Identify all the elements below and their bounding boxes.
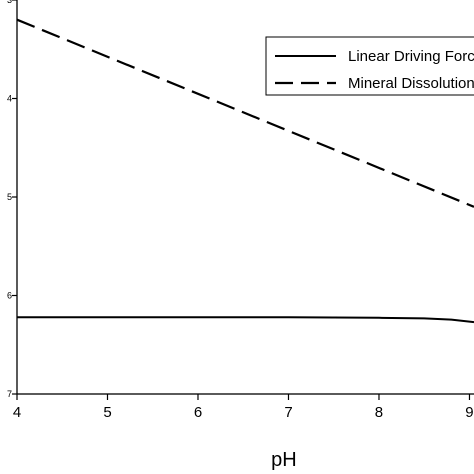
- series-line-1: [17, 316, 474, 324]
- y-tick-label: 7: [7, 389, 12, 399]
- y-tick-labels: 3 4 5 6 7: [7, 0, 17, 399]
- y-tick-label: 4: [7, 94, 12, 104]
- x-axis: 4 5 6 7 8 9: [13, 394, 474, 421]
- legend-label: Linear Driving Force: [348, 48, 474, 65]
- y-tick-label: 5: [7, 192, 12, 202]
- x-tick-label: 5: [103, 404, 111, 421]
- legend-label: Mineral Dissolution: [348, 75, 474, 92]
- plot-area-frame: [16, 0, 474, 395]
- series-layer: [16, 18, 474, 324]
- x-tick-label: 6: [194, 404, 202, 421]
- x-tick-label: 8: [375, 404, 383, 421]
- x-tick-label: 7: [284, 404, 292, 421]
- y-tick-label: 6: [7, 291, 12, 301]
- series-line-2: [16, 18, 474, 208]
- x-tick-label: 9: [465, 404, 473, 421]
- legend-box: [265, 36, 474, 96]
- legend: Linear Driving Force Mineral Dissolution: [265, 36, 474, 96]
- y-tick-label: 3: [7, 0, 12, 5]
- x-axis-title: pH: [271, 449, 297, 471]
- x-tick-label: 4: [13, 404, 21, 421]
